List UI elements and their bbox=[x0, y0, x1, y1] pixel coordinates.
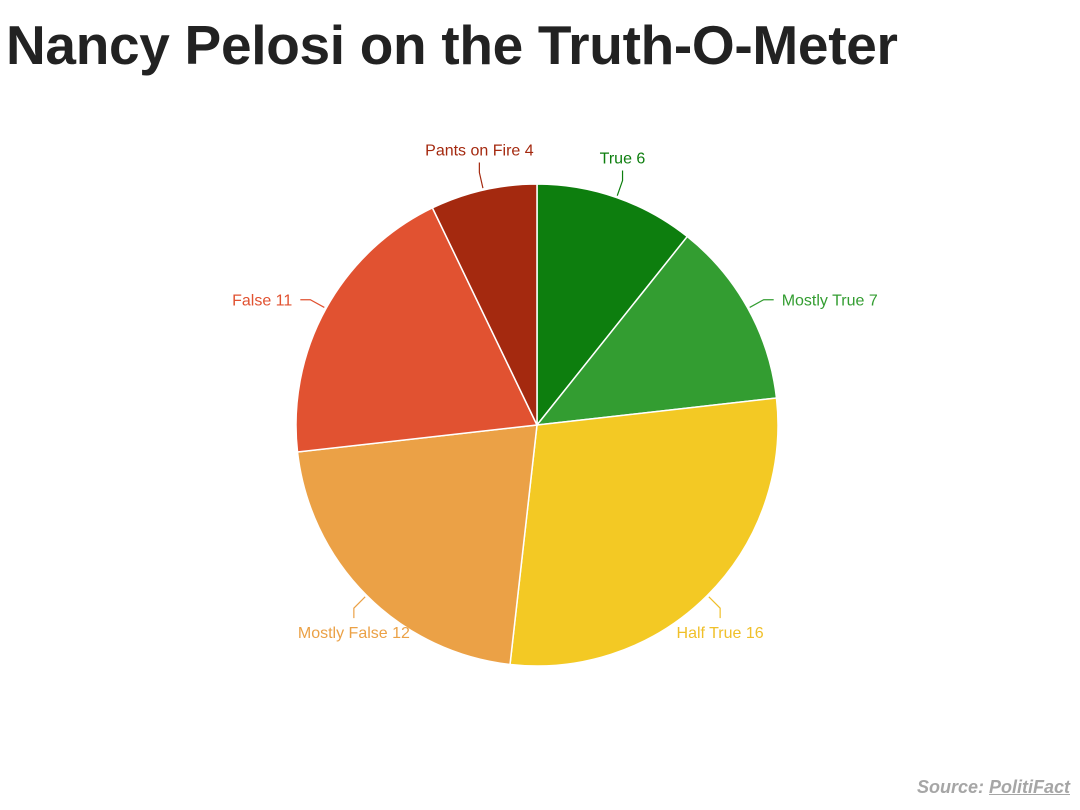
pie-slice-mostly-false[interactable] bbox=[296, 424, 538, 666]
pie-slices bbox=[295, 183, 779, 667]
slice-label: True 6 bbox=[600, 151, 646, 168]
source-prefix: Source: bbox=[916, 777, 989, 797]
pie-slice-half-true[interactable] bbox=[509, 397, 779, 667]
leader-line bbox=[300, 299, 325, 308]
slice-label: False 11 bbox=[232, 293, 292, 310]
leader-line bbox=[749, 299, 774, 308]
slice-label: Half True 16 bbox=[677, 625, 764, 642]
page-title: Nancy Pelosi on the Truth-O-Meter bbox=[6, 14, 898, 76]
pie-slice-pants-on-fire[interactable] bbox=[431, 183, 538, 426]
slice-label: Mostly False 12 bbox=[298, 625, 410, 642]
pie-slice-mostly-true[interactable] bbox=[535, 235, 778, 426]
slice-labels: True 6 Mostly True 7 Half True 16 Mostly Fa… bbox=[232, 143, 878, 643]
source-link[interactable]: PolitiFact bbox=[988, 777, 1070, 797]
leader-line bbox=[478, 162, 484, 189]
leader-line bbox=[708, 596, 721, 619]
leader-line bbox=[616, 170, 624, 196]
pie-slice-true[interactable] bbox=[536, 183, 689, 428]
leader-line bbox=[353, 596, 366, 619]
leader-lines bbox=[300, 162, 774, 619]
source-credit: Source: PolitiFact bbox=[917, 777, 1070, 798]
pie-slice-false[interactable] bbox=[295, 206, 539, 453]
slice-label: Pants on Fire 4 bbox=[425, 143, 534, 160]
slice-label: Mostly True 7 bbox=[782, 293, 878, 310]
